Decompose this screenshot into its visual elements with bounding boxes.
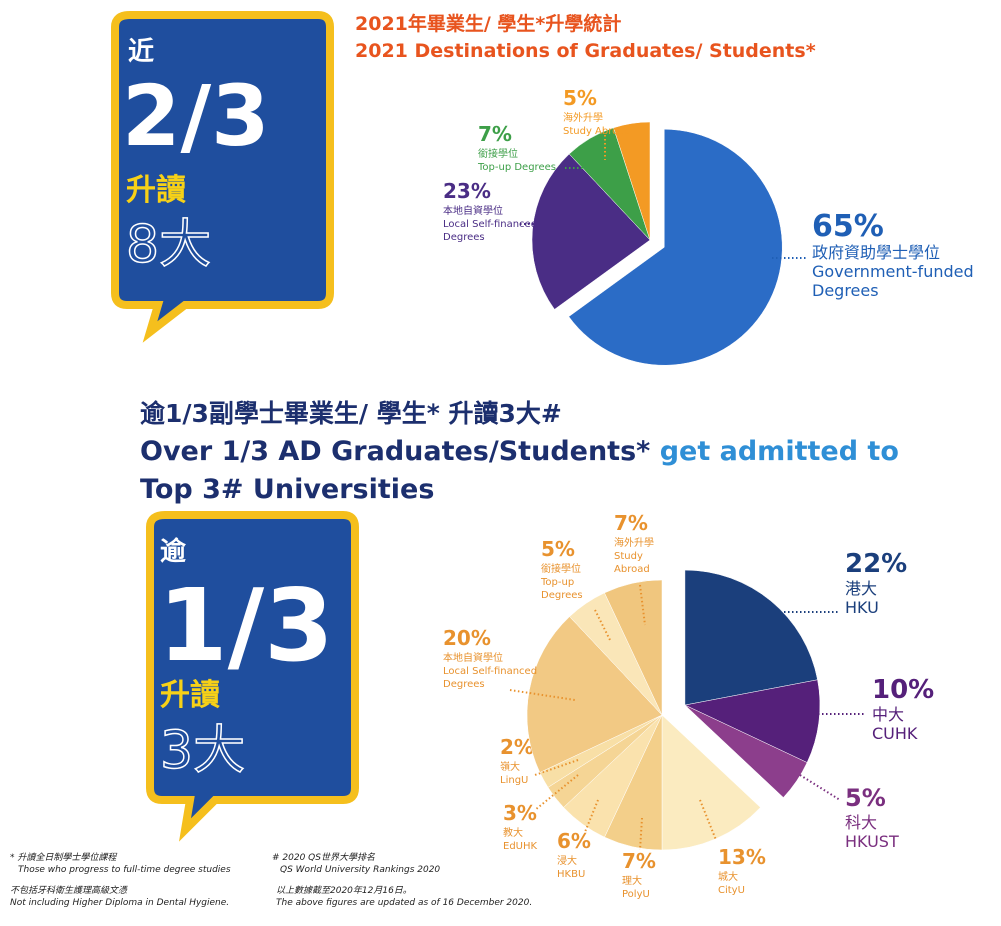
slice-label-zh: 海外升學 [563,111,603,124]
slice-percent: 23% [443,179,491,203]
pie-slice [531,153,651,310]
slice-percent: 65% [812,209,884,244]
slice-percent: 10% [872,675,934,705]
slice-percent: 6% [557,829,591,853]
pie-slice [613,121,651,241]
footnote: 以上數據截至2020年12月16日。 [276,885,412,896]
pie-slice [604,579,663,716]
slice-label-zh: 本地自資學位 [443,651,503,664]
slice-label-en: Top-up [540,577,574,588]
slice-percent: 13% [718,845,766,869]
footnote: QS World University Rankings 2020 [280,865,440,875]
slice-label-en: Degrees [541,590,583,601]
subtitle-part: get admitted to [660,436,899,467]
footnote: * 升讀全日制學士學位課程 [10,852,117,863]
slice-label-zh: 理大 [622,874,642,887]
bubble-big: 1/3 [158,567,334,684]
chart-subtitle: 2021 Destinations of Graduates/ Students… [355,40,816,62]
slice-label-en: CityU [718,885,745,896]
pie-slice [661,714,761,851]
slice-label-en: CUHK [872,724,918,743]
slice-label-zh: 中大 [872,705,904,724]
leader-line [639,584,646,626]
slice-label-en: Local Self-financed [443,219,537,230]
bubble-shape [146,511,359,842]
footnote: # 2020 QS世界大學排名 [272,852,376,863]
bubble-1: 近 2/3 升讀 8大 [111,11,334,343]
slice-label-en: HKBU [557,869,585,880]
slice-percent: 7% [622,849,656,873]
slice-label-en: PolyU [622,889,650,900]
slice-label-en: Government-funded [812,262,974,281]
slice-label-en: Degrees [443,679,485,690]
pie-slice [568,129,783,366]
bubble-count: 3大 [160,721,245,781]
subtitle-part: Over 1/3 AD Graduates/Students* [140,436,650,467]
slice-percent: 20% [443,626,491,650]
slice-percent: 7% [478,122,512,146]
footnotes: * 升讀全日制學士學位課程 Those who progress to full… [10,852,532,908]
slice-label-en: HKUST [845,832,899,851]
slice-label-zh: 港大 [845,579,877,598]
slice-label-zh: 城大 [718,870,738,883]
slice-percent: 5% [563,86,597,110]
bubble-big: 2/3 [122,67,270,165]
pie-slice [526,616,663,773]
slice-percent: 5% [541,537,575,561]
slice-label-en: Study Abroad [563,126,631,137]
slice-label-en: Local Self-financed [443,666,537,677]
chart-subtitle: Top 3# Universities [140,474,434,505]
leader-line [509,689,576,701]
slice-label-zh: 銜接學位 [541,562,581,575]
slice-percent: 22% [845,549,907,579]
footnote: 不包括牙科衛生護理高級文憑 [10,885,128,896]
bubble-2: 逾 1/3 升讀 3大 [146,511,359,842]
leader-line [639,817,643,851]
footnote: Not including Higher Diploma in Dental H… [10,898,229,908]
slice-percent: 7% [614,511,648,535]
chart-title: 2021年畢業生/ 學生*升學統計 [355,12,621,35]
slice-percent: 5% [845,784,886,812]
slice-label-en: Study [614,551,643,562]
slice-label-zh: 銜接學位 [478,147,518,160]
slice-label-zh: 嶺大 [500,760,520,773]
leader-line [594,609,611,641]
slice-label-en: LingU [500,775,528,786]
slice-label-en: HKU [845,598,879,617]
pie-slice [684,569,818,706]
leader-line [534,774,579,811]
slice-label-en: EdUHK [503,841,538,852]
bubble-count: 8大 [126,215,211,275]
chart-title: 逾1/3副學士畢業生/ 學生* 升讀3大# [140,399,562,428]
slice-label-en: Top-up Degrees [477,162,556,173]
chart-subtitle: Over 1/3 AD Graduates/Students* get admi… [140,436,899,467]
bubble-verb: 升讀 [160,678,220,713]
pie-slice [684,704,808,798]
slice-label-en: Degrees [812,281,879,300]
leader-line [584,799,599,833]
footnote: Those who progress to full-time degree s… [18,865,231,875]
pie-slice [684,679,821,763]
slice-label-zh: 本地自資學位 [443,204,503,217]
slice-label-zh: 科大 [845,813,877,832]
slice-percent: 2% [500,735,534,759]
slice-label-en: Degrees [443,232,485,243]
bubble-top: 逾 [160,536,187,567]
slice-label-zh: 浸大 [557,854,577,867]
leader-line [799,774,841,801]
slice-label-zh: 海外升學 [614,536,654,549]
slice-label-zh: 政府資助學士學位 [812,243,940,262]
slice-label-zh: 教大 [503,826,523,839]
bubble-top: 近 [128,37,154,67]
bubble-verb: 升讀 [126,173,186,208]
bubble-shape [111,11,334,343]
slice-label-en: Abroad [614,564,650,575]
footnote: The above figures are updated as of 16 D… [276,898,532,908]
slice-percent: 3% [503,801,537,825]
